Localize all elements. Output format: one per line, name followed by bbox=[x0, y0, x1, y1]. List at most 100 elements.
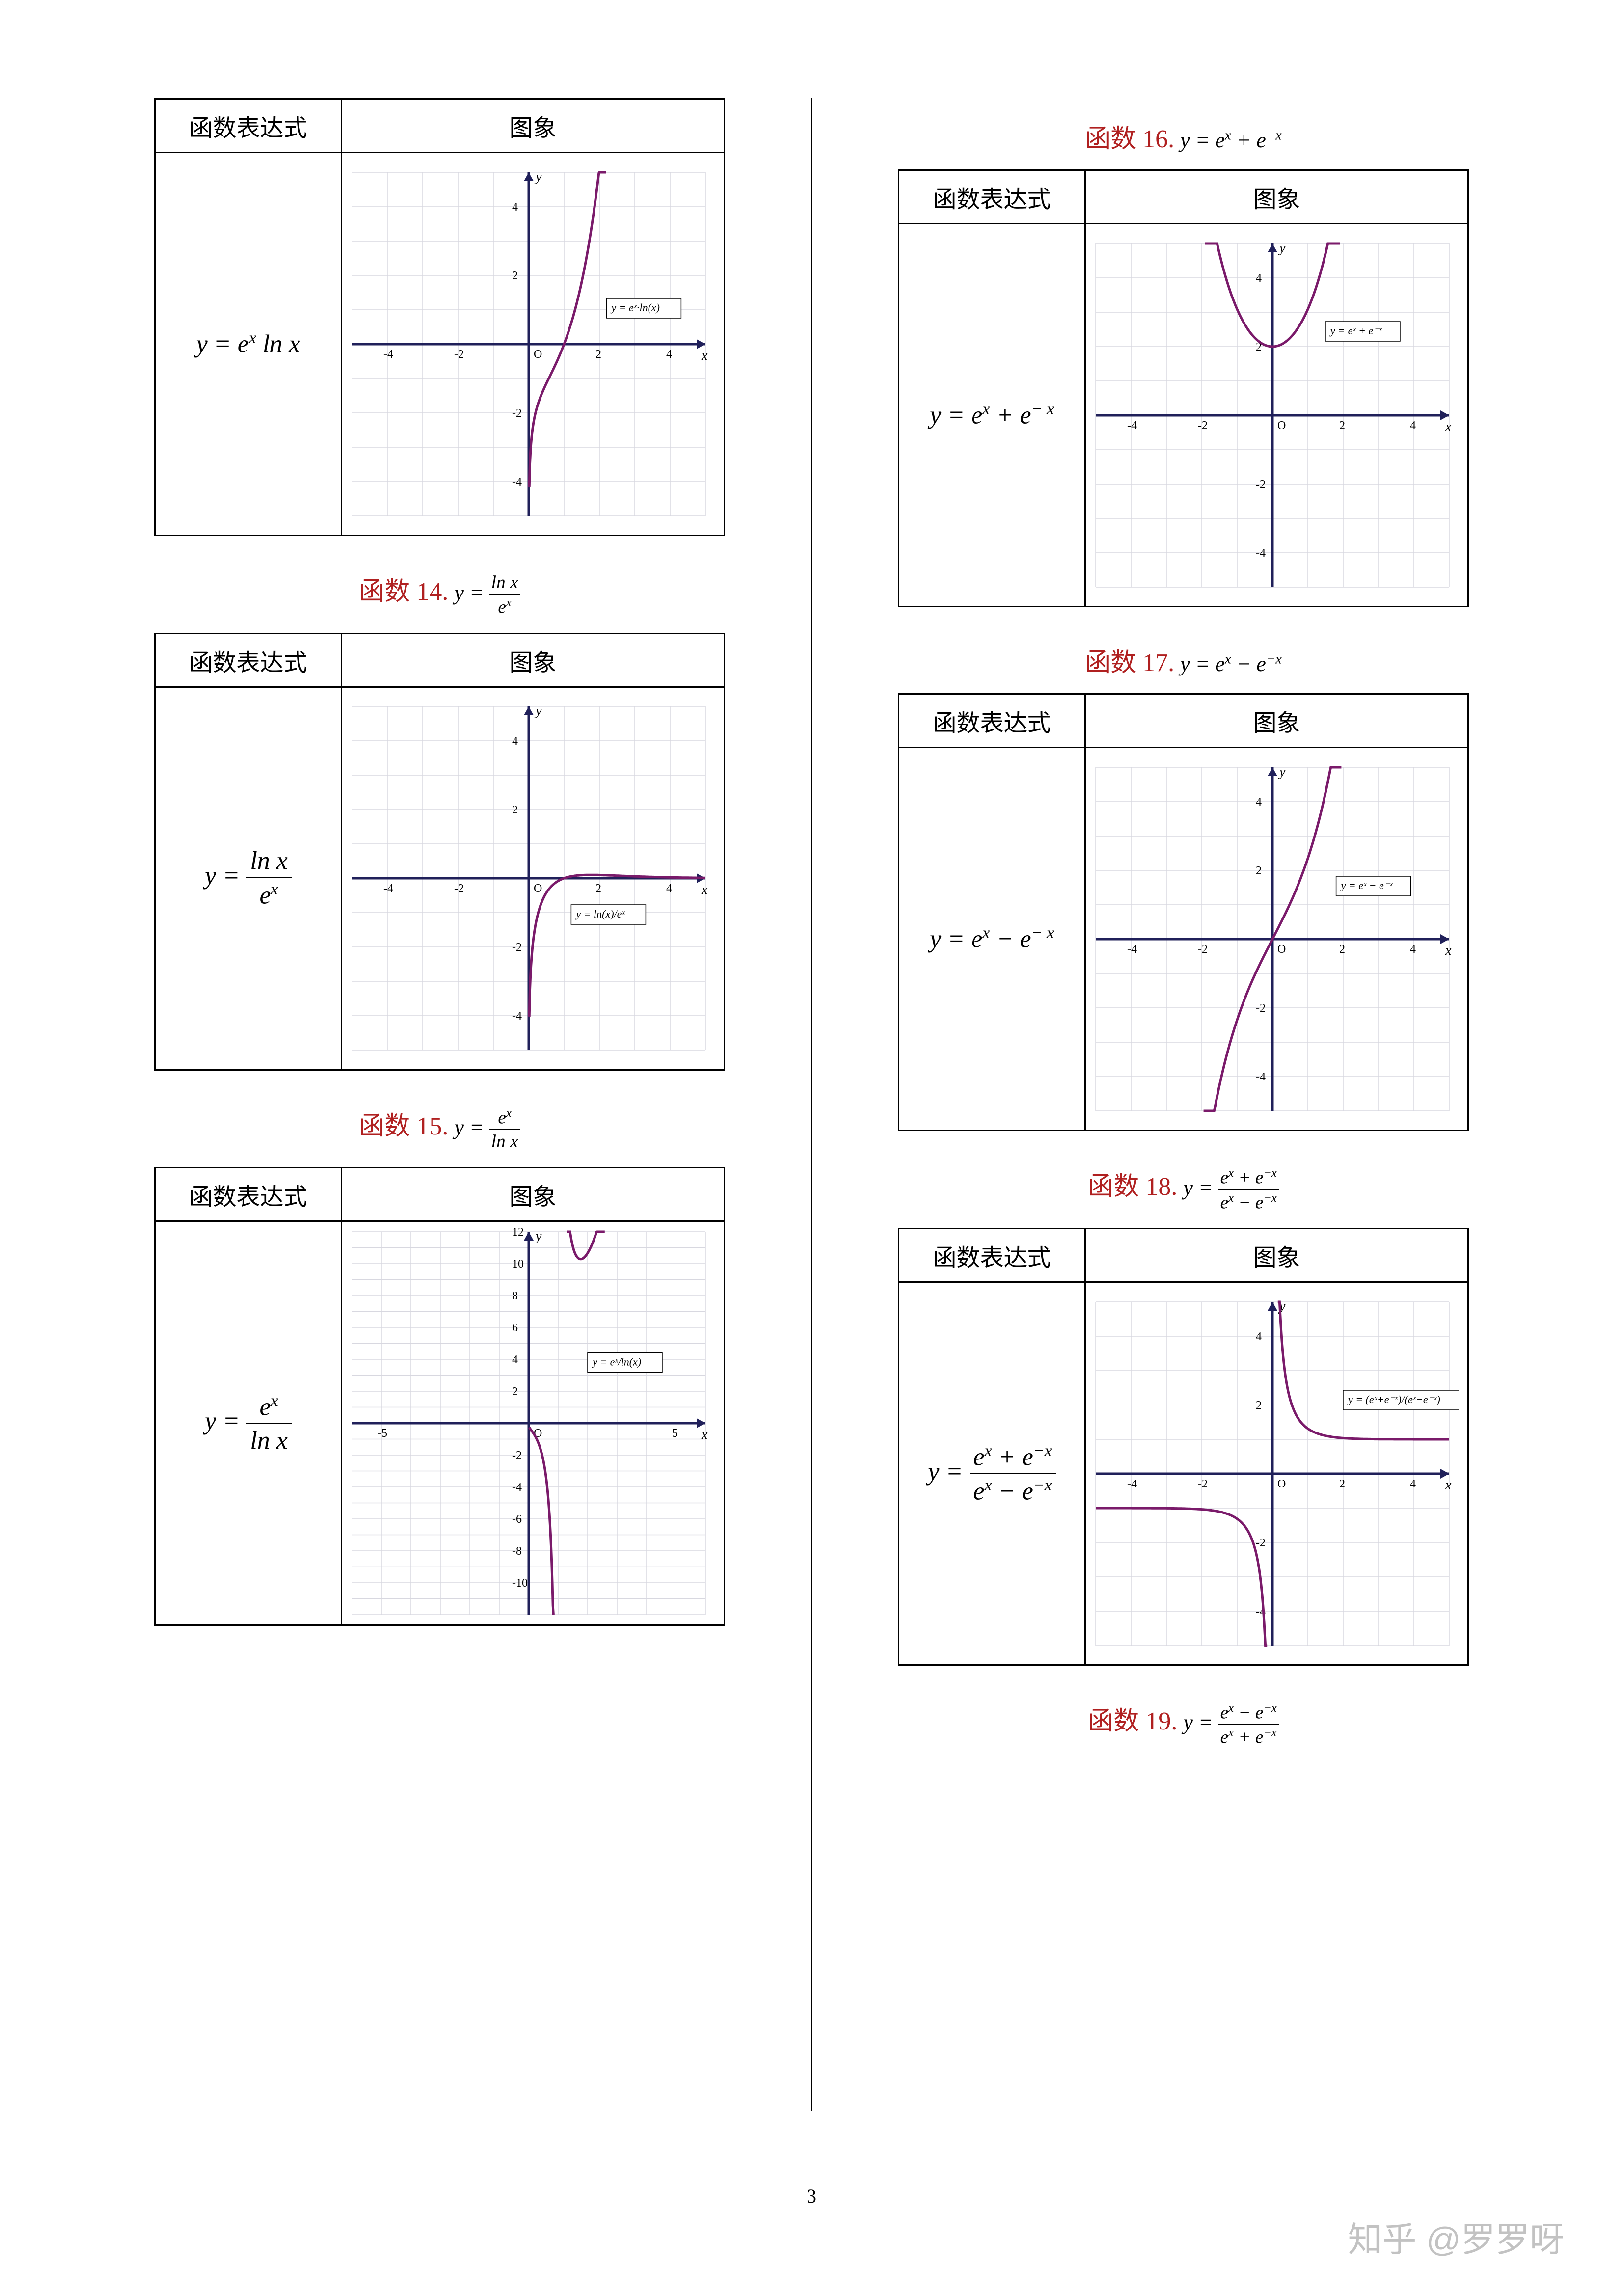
svg-text:4: 4 bbox=[1256, 272, 1262, 285]
svg-text:-2: -2 bbox=[1256, 1537, 1266, 1549]
svg-text:-8: -8 bbox=[512, 1545, 522, 1558]
svg-text:y = ln(x)/eˣ: y = ln(x)/eˣ bbox=[575, 908, 625, 920]
svg-text:2: 2 bbox=[1339, 419, 1345, 432]
expression-cell: y = ex − e− x bbox=[899, 748, 1085, 1131]
svg-text:-2: -2 bbox=[1256, 1002, 1266, 1015]
function-table-f18: 函数表达式图象y = ex + e−xex − e−xxyO-4-224-4-2… bbox=[898, 1228, 1469, 1666]
svg-text:y: y bbox=[534, 169, 542, 185]
svg-text:-4: -4 bbox=[1127, 943, 1137, 956]
svg-text:O: O bbox=[534, 882, 542, 895]
svg-text:4: 4 bbox=[512, 201, 518, 214]
title-formula: y = ex − e−xex + e−x bbox=[1183, 1710, 1278, 1734]
title-formula: y = exln x bbox=[454, 1115, 520, 1139]
graph-cell: xyO-4-224-4-224y = eˣ + e⁻ˣ bbox=[1085, 224, 1468, 607]
svg-text:8: 8 bbox=[512, 1290, 518, 1302]
svg-text:4: 4 bbox=[666, 348, 672, 361]
svg-text:-2: -2 bbox=[1198, 943, 1208, 956]
title-prefix: 函数 18. bbox=[1088, 1173, 1177, 1201]
section-title-f19: 函数 19.y = ex − e−xex + e−x bbox=[1088, 1700, 1278, 1748]
svg-text:y: y bbox=[534, 703, 542, 719]
svg-text:y: y bbox=[1278, 764, 1286, 780]
svg-text:x: x bbox=[1445, 1478, 1452, 1493]
svg-text:-4: -4 bbox=[1256, 1071, 1266, 1083]
header-graph: 图象 bbox=[1085, 170, 1468, 224]
svg-text:y = eˣ − e⁻ˣ: y = eˣ − e⁻ˣ bbox=[1340, 879, 1393, 891]
section-title-f18: 函数 18.y = ex + e−xex − e−x bbox=[1088, 1165, 1278, 1213]
title-formula: y = ln xex bbox=[454, 581, 520, 605]
title-formula: y = ex + e−x bbox=[1180, 128, 1282, 152]
svg-text:2: 2 bbox=[1339, 943, 1345, 956]
header-expr: 函数表达式 bbox=[899, 1229, 1085, 1282]
svg-text:-4: -4 bbox=[512, 1010, 522, 1023]
function-table-f17: 函数表达式图象y = ex − e− xxyO-4-224-4-224y = e… bbox=[898, 693, 1469, 1131]
section-title-f15: 函数 15.y = exln x bbox=[359, 1105, 520, 1153]
svg-text:O: O bbox=[1277, 943, 1286, 956]
svg-text:x: x bbox=[701, 1427, 708, 1442]
svg-text:-2: -2 bbox=[512, 941, 522, 954]
header-expr: 函数表达式 bbox=[155, 1168, 342, 1221]
svg-text:y = (eˣ+e⁻ˣ)/(eˣ−e⁻ˣ): y = (eˣ+e⁻ˣ)/(eˣ−e⁻ˣ) bbox=[1347, 1393, 1440, 1405]
graph-cell: xyO-4-224-4-224y = eˣ·ln(x) bbox=[342, 153, 725, 536]
expression-cell: y = exln x bbox=[155, 1221, 342, 1625]
header-expr: 函数表达式 bbox=[155, 99, 342, 153]
svg-text:4: 4 bbox=[512, 735, 518, 748]
svg-text:4: 4 bbox=[1410, 419, 1416, 432]
title-prefix: 函数 15. bbox=[359, 1112, 448, 1140]
header-graph: 图象 bbox=[342, 1168, 725, 1221]
svg-text:-2: -2 bbox=[1198, 1478, 1208, 1490]
svg-text:x: x bbox=[1445, 419, 1452, 434]
svg-text:5: 5 bbox=[672, 1427, 678, 1440]
svg-text:-2: -2 bbox=[512, 1449, 522, 1462]
svg-text:y = eˣ·ln(x): y = eˣ·ln(x) bbox=[610, 301, 660, 314]
svg-text:4: 4 bbox=[1256, 796, 1262, 809]
svg-text:-4: -4 bbox=[383, 348, 393, 361]
function-table-f13: 函数表达式图象y = ex ln xxyO-4-224-4-224y = eˣ·… bbox=[154, 98, 725, 536]
title-prefix: 函数 14. bbox=[359, 578, 448, 606]
title-prefix: 函数 19. bbox=[1088, 1707, 1177, 1735]
svg-text:2: 2 bbox=[1339, 1478, 1345, 1490]
svg-text:-2: -2 bbox=[454, 882, 464, 895]
svg-text:2: 2 bbox=[512, 1385, 518, 1398]
svg-text:4: 4 bbox=[1410, 1478, 1416, 1490]
expression-cell: y = ln xex bbox=[155, 687, 342, 1070]
column-divider bbox=[811, 98, 812, 2111]
function-table-f15: 函数表达式图象y = exln xxyO-55-10-8-6-4-2246810… bbox=[154, 1167, 725, 1626]
svg-text:6: 6 bbox=[512, 1322, 518, 1334]
section-title-f14: 函数 14.y = ln xex bbox=[359, 570, 520, 618]
svg-text:-4: -4 bbox=[1127, 419, 1137, 432]
title-formula: y = ex + e−xex − e−x bbox=[1183, 1176, 1278, 1200]
expression-cell: y = ex ln x bbox=[155, 153, 342, 536]
svg-text:y = eˣ + e⁻ˣ: y = eˣ + e⁻ˣ bbox=[1329, 324, 1382, 337]
left-column: 函数表达式图象y = ex ln xxyO-4-224-4-224y = eˣ·… bbox=[98, 98, 781, 2111]
header-graph: 图象 bbox=[342, 99, 725, 153]
svg-text:O: O bbox=[1277, 419, 1286, 432]
svg-text:y: y bbox=[534, 1229, 542, 1244]
svg-text:-4: -4 bbox=[512, 1481, 522, 1494]
svg-text:x: x bbox=[701, 882, 708, 897]
svg-text:-4: -4 bbox=[512, 476, 522, 488]
function-table-f16: 函数表达式图象y = ex + e− xxyO-4-224-4-224y = e… bbox=[898, 169, 1469, 607]
header-expr: 函数表达式 bbox=[899, 170, 1085, 224]
svg-text:y = eˣ/ln(x): y = eˣ/ln(x) bbox=[592, 1356, 641, 1368]
svg-text:2: 2 bbox=[512, 270, 518, 282]
svg-text:2: 2 bbox=[1256, 1399, 1262, 1412]
svg-text:-10: -10 bbox=[512, 1577, 528, 1590]
watermark: 知乎 @罗罗呀 bbox=[1348, 2212, 1564, 2262]
section-title-f17: 函数 17.y = ex − e−x bbox=[1085, 642, 1282, 678]
page: 函数表达式图象y = ex ln xxyO-4-224-4-224y = eˣ·… bbox=[0, 0, 1623, 2296]
svg-text:-2: -2 bbox=[512, 407, 522, 420]
function-table-f14: 函数表达式图象y = ln xexxyO-4-224-4-224y = ln(x… bbox=[154, 633, 725, 1071]
svg-text:-2: -2 bbox=[1198, 419, 1208, 432]
svg-text:O: O bbox=[1277, 1478, 1286, 1490]
svg-text:2: 2 bbox=[595, 882, 601, 895]
svg-text:-4: -4 bbox=[1256, 547, 1266, 560]
right-column: 函数 16.y = ex + e−x函数表达式图象y = ex + e− xxy… bbox=[842, 98, 1525, 2111]
header-graph: 图象 bbox=[342, 633, 725, 687]
svg-text:-5: -5 bbox=[378, 1427, 387, 1440]
section-title-f16: 函数 16.y = ex + e−x bbox=[1085, 118, 1282, 155]
svg-text:2: 2 bbox=[1256, 864, 1262, 877]
svg-text:4: 4 bbox=[666, 882, 672, 895]
title-prefix: 函数 17. bbox=[1085, 649, 1174, 677]
svg-text:12: 12 bbox=[512, 1226, 524, 1239]
svg-text:-6: -6 bbox=[512, 1513, 522, 1526]
